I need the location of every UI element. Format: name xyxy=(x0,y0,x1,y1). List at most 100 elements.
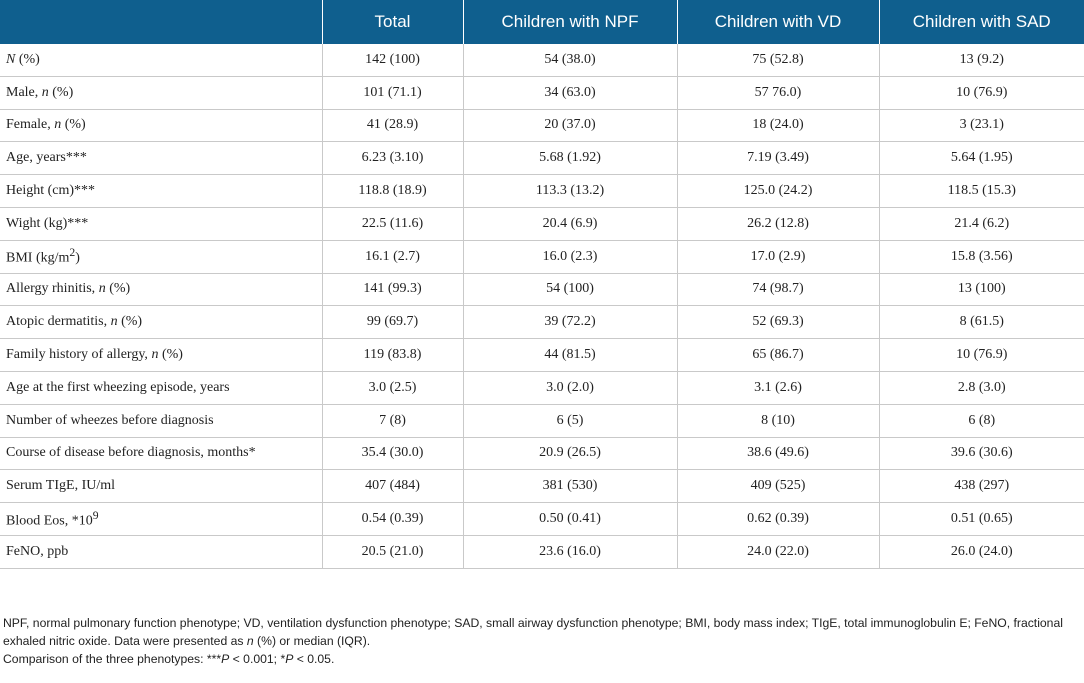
table-cell: 35.4 (30.0) xyxy=(321,437,463,471)
table-cell: 26.2 (12.8) xyxy=(676,207,879,241)
table-cell: 99 (69.7) xyxy=(321,305,463,340)
table-row: Atopic dermatitis, n (%) 99 (69.7) 39 (72.… xyxy=(0,305,1084,340)
footnote-significance: Comparison of the three phenotypes: ***P… xyxy=(3,652,335,666)
table-cell: 24.0 (22.0) xyxy=(676,535,879,569)
table-cell: 38.6 (49.6) xyxy=(676,437,879,471)
table-cell: 20 (37.0) xyxy=(462,109,677,143)
header-cell-npf: Children with NPF xyxy=(462,0,677,44)
table-cell: 141 (99.3) xyxy=(321,273,463,307)
table-cell: 21.4 (6.2) xyxy=(878,207,1084,241)
characteristics-table: Total Children with NPF Children with VD… xyxy=(0,0,1084,569)
table-cell: 5.64 (1.95) xyxy=(878,141,1084,176)
table-cell: 20.9 (26.5) xyxy=(462,437,677,471)
table-cell: 13 (9.2) xyxy=(878,44,1084,77)
table-cell: 8 (10) xyxy=(676,404,879,438)
row-label: Age, years*** xyxy=(0,141,322,176)
table-cell: 7.19 (3.49) xyxy=(676,141,879,176)
table-cell: 3.1 (2.6) xyxy=(676,371,879,405)
table-cell: 0.50 (0.41) xyxy=(462,502,677,536)
table-cell: 74 (98.7) xyxy=(676,273,879,307)
table-row: Height (cm)*** 118.8 (18.9) 113.3 (13.2) 12… xyxy=(0,174,1084,208)
table-row: Female, n (%) 41 (28.9) 20 (37.0) 18 (24.0)… xyxy=(0,109,1084,143)
table-row: Blood Eos, *109 0.54 (0.39) 0.50 (0.41) 0.6… xyxy=(0,502,1084,536)
row-label: Number of wheezes before diagnosis xyxy=(0,404,322,438)
table-cell: 54 (38.0) xyxy=(462,44,677,77)
table-cell: 17.0 (2.9) xyxy=(676,240,879,274)
table-cell: 119 (83.8) xyxy=(321,338,463,372)
row-label: Family history of allergy, n (%) xyxy=(0,338,322,372)
header-cell-empty xyxy=(0,0,322,44)
table-cell: 0.54 (0.39) xyxy=(321,502,463,536)
table-row: FeNO, ppb 20.5 (21.0) 23.6 (16.0) 24.0 (22.… xyxy=(0,535,1084,569)
row-label: N (%) xyxy=(0,44,322,77)
table-cell: 125.0 (24.2) xyxy=(676,174,879,208)
table-cell: 113.3 (13.2) xyxy=(462,174,677,208)
table-cell: 15.8 (3.56) xyxy=(878,240,1084,274)
table-cell: 10 (76.9) xyxy=(878,76,1084,110)
row-label: Blood Eos, *109 xyxy=(0,502,322,536)
table-cell: 101 (71.1) xyxy=(321,76,463,110)
table-cell: 6 (5) xyxy=(462,404,677,438)
table-cell: 41 (28.9) xyxy=(321,109,463,143)
table-cell: 34 (63.0) xyxy=(462,76,677,110)
table-cell: 118.5 (15.3) xyxy=(878,174,1084,208)
table-row: Family history of allergy, n (%) 119 (83.… xyxy=(0,338,1084,372)
header-cell-sad: Children with SAD xyxy=(878,0,1084,44)
table-footnotes: NPF, normal pulmonary function phenotype… xyxy=(3,614,1081,668)
table-cell: 381 (530) xyxy=(462,469,677,504)
table-cell: 118.8 (18.9) xyxy=(321,174,463,208)
table-row: Wight (kg)*** 22.5 (11.6) 20.4 (6.9) 26.2 (… xyxy=(0,207,1084,241)
table-cell: 3.0 (2.5) xyxy=(321,371,463,405)
table-cell: 22.5 (11.6) xyxy=(321,207,463,241)
row-label: BMI (kg/m2) xyxy=(0,240,322,274)
table-cell: 0.62 (0.39) xyxy=(676,502,879,536)
table-cell: 20.4 (6.9) xyxy=(462,207,677,241)
table-cell: 407 (484) xyxy=(321,469,463,504)
table-row: Age, years*** 6.23 (3.10) 5.68 (1.92) 7.19 … xyxy=(0,141,1084,176)
row-label: FeNO, ppb xyxy=(0,535,322,569)
table-cell: 142 (100) xyxy=(321,44,463,77)
table-cell: 65 (86.7) xyxy=(676,338,879,372)
table-cell: 409 (525) xyxy=(676,469,879,504)
table-row: Number of wheezes before diagnosis 7 (8) 6… xyxy=(0,404,1084,438)
table-cell: 52 (69.3) xyxy=(676,305,879,340)
table-row: BMI (kg/m2) 16.1 (2.7) 16.0 (2.3) 17.0 (2.9… xyxy=(0,240,1084,274)
row-label: Serum TIgE, IU/ml xyxy=(0,469,322,504)
table-cell: 54 (100) xyxy=(462,273,677,307)
row-label: Wight (kg)*** xyxy=(0,207,322,241)
header-cell-total: Total xyxy=(321,0,463,44)
row-label: Male, n (%) xyxy=(0,76,322,110)
table-row: Allergy rhinitis, n (%) 141 (99.3) 54 (100… xyxy=(0,273,1084,307)
table-cell: 57 76.0) xyxy=(676,76,879,110)
table-cell: 16.1 (2.7) xyxy=(321,240,463,274)
table-cell: 13 (100) xyxy=(878,273,1084,307)
row-label: Height (cm)*** xyxy=(0,174,322,208)
table-row: Serum TIgE, IU/ml 407 (484) 381 (530) 409 (… xyxy=(0,469,1084,504)
table-cell: 3 (23.1) xyxy=(878,109,1084,143)
table-cell: 23.6 (16.0) xyxy=(462,535,677,569)
table-cell: 20.5 (21.0) xyxy=(321,535,463,569)
table-cell: 75 (52.8) xyxy=(676,44,879,77)
table-cell: 44 (81.5) xyxy=(462,338,677,372)
table-cell: 26.0 (24.0) xyxy=(878,535,1084,569)
table-row: Age at the first wheezing episode, years… xyxy=(0,371,1084,405)
table-cell: 18 (24.0) xyxy=(676,109,879,143)
table-cell: 438 (297) xyxy=(878,469,1084,504)
table-cell: 3.0 (2.0) xyxy=(462,371,677,405)
row-label: Course of disease before diagnosis, mont… xyxy=(0,437,322,471)
table-cell: 16.0 (2.3) xyxy=(462,240,677,274)
table-cell: 39 (72.2) xyxy=(462,305,677,340)
table-container: Total Children with NPF Children with VD… xyxy=(0,0,1084,569)
table-row: Male, n (%) 101 (71.1) 34 (63.0) 57 76.0) 10… xyxy=(0,76,1084,110)
table-cell: 5.68 (1.92) xyxy=(462,141,677,176)
row-label: Allergy rhinitis, n (%) xyxy=(0,273,322,307)
table-row: Course of disease before diagnosis, mont… xyxy=(0,437,1084,471)
table-cell: 39.6 (30.6) xyxy=(878,437,1084,471)
row-label: Female, n (%) xyxy=(0,109,322,143)
row-label: Atopic dermatitis, n (%) xyxy=(0,305,322,340)
row-label: Age at the first wheezing episode, years xyxy=(0,371,322,405)
header-cell-vd: Children with VD xyxy=(676,0,879,44)
table-row: N (%) 142 (100) 54 (38.0) 75 (52.8) 13 (9.2) xyxy=(0,44,1084,77)
table-header-row: Total Children with NPF Children with VD… xyxy=(0,0,1084,44)
table-cell: 7 (8) xyxy=(321,404,463,438)
